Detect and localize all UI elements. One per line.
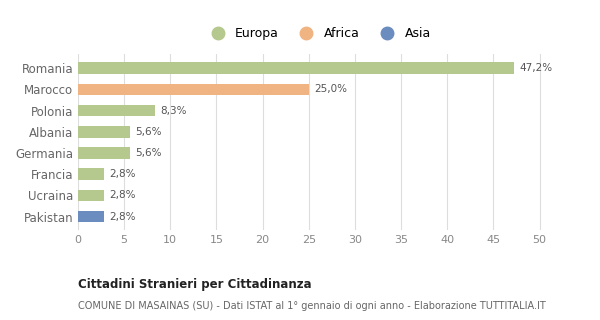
Text: 5,6%: 5,6% <box>135 148 162 158</box>
Text: 2,8%: 2,8% <box>109 190 136 200</box>
Bar <box>78 84 309 95</box>
Legend: Europa, Africa, Asia: Europa, Africa, Asia <box>200 22 436 45</box>
Bar <box>78 168 104 180</box>
Bar <box>78 189 104 201</box>
Text: Cittadini Stranieri per Cittadinanza: Cittadini Stranieri per Cittadinanza <box>78 278 311 292</box>
Bar <box>78 105 155 116</box>
Text: 47,2%: 47,2% <box>519 63 553 73</box>
Text: 2,8%: 2,8% <box>109 212 136 221</box>
Bar <box>78 62 514 74</box>
Bar <box>78 211 104 222</box>
Text: 2,8%: 2,8% <box>109 169 136 179</box>
Text: 25,0%: 25,0% <box>314 84 347 94</box>
Bar <box>78 126 130 138</box>
Bar <box>78 147 130 159</box>
Text: COMUNE DI MASAINAS (SU) - Dati ISTAT al 1° gennaio di ogni anno - Elaborazione T: COMUNE DI MASAINAS (SU) - Dati ISTAT al … <box>78 301 546 311</box>
Text: 8,3%: 8,3% <box>160 106 187 116</box>
Text: 5,6%: 5,6% <box>135 127 162 137</box>
